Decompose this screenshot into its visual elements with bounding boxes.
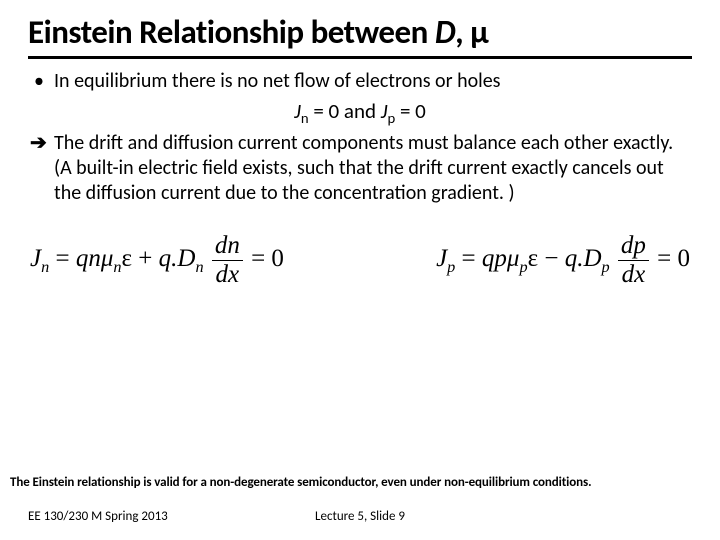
f1-fraction: dndx	[212, 232, 243, 289]
f2-d-sub: p	[602, 258, 610, 276]
eq-mid1: = 0 and	[309, 98, 381, 124]
title-comma: ,	[455, 12, 470, 52]
slide-title: Einstein Relationship between D, μ	[28, 12, 692, 52]
slide: Einstein Relationship between D, μ • In …	[0, 0, 720, 540]
bullet-dot: •	[28, 69, 54, 94]
arrow-item: ➔ The drift and diffusion current compon…	[28, 131, 692, 206]
f1-num: dn	[212, 232, 243, 260]
f2-qd: q.D	[565, 245, 602, 272]
formula-row: Jn = qnμnε + q.Dn dndx = 0 Jp = qpμpε − …	[28, 232, 692, 289]
f2-j: J	[436, 245, 447, 272]
f1-plus: +	[132, 245, 159, 272]
arrow-text: The drift and diffusion current componen…	[54, 131, 692, 206]
f2-minus: −	[538, 245, 565, 272]
footer-center: Lecture 5, Slide 9	[28, 509, 692, 524]
f1-d-sub: n	[195, 258, 203, 276]
title-symbol-d: D	[435, 12, 455, 52]
eq-jn-sub: n	[301, 109, 309, 127]
arrow-icon: ➔	[28, 131, 54, 206]
formula-jp: Jp = qpμpε − q.Dp dpdx = 0	[436, 232, 690, 289]
bullet-item: • In equilibrium there is no net flow of…	[28, 69, 692, 94]
f1-den: dx	[212, 260, 243, 289]
f2-eq1: =	[455, 245, 482, 272]
eq-mid2: = 0	[395, 98, 426, 124]
f1-eq0: = 0	[251, 245, 284, 272]
f2-fraction: dpdx	[618, 232, 649, 289]
equation-line: Jn = 0 and Jp = 0	[28, 98, 692, 127]
f2-num: dp	[618, 232, 649, 260]
f1-qd: q.D	[159, 245, 196, 272]
formula-jn: Jn = qnμnε + q.Dn dndx = 0	[30, 232, 284, 289]
f2-qpmu: qpμ	[482, 245, 520, 272]
f1-qnmu: qnμ	[76, 245, 114, 272]
title-symbol-mu: μ	[470, 12, 488, 52]
f2-den: dx	[618, 260, 649, 289]
eq-jp-j: J	[381, 98, 388, 124]
footer: EE 130/230 M Spring 2013 Lecture 5, Slid…	[28, 509, 692, 524]
bullet-text: In equilibrium there is no net flow of e…	[54, 69, 692, 94]
f1-j: J	[30, 245, 41, 272]
f2-eq0: = 0	[657, 245, 690, 272]
title-text-prefix: Einstein Relationship between	[28, 12, 435, 52]
f2-mu-sub: p	[519, 258, 527, 276]
f1-mu-sub: n	[113, 258, 121, 276]
f2-eps: ε	[528, 245, 539, 272]
footnote-text: The Einstein relationship is valid for a…	[10, 475, 710, 490]
f1-eps: ε	[122, 245, 133, 272]
f1-eq1: =	[49, 245, 76, 272]
eq-jn-j: J	[294, 98, 301, 124]
title-underline	[28, 56, 692, 59]
